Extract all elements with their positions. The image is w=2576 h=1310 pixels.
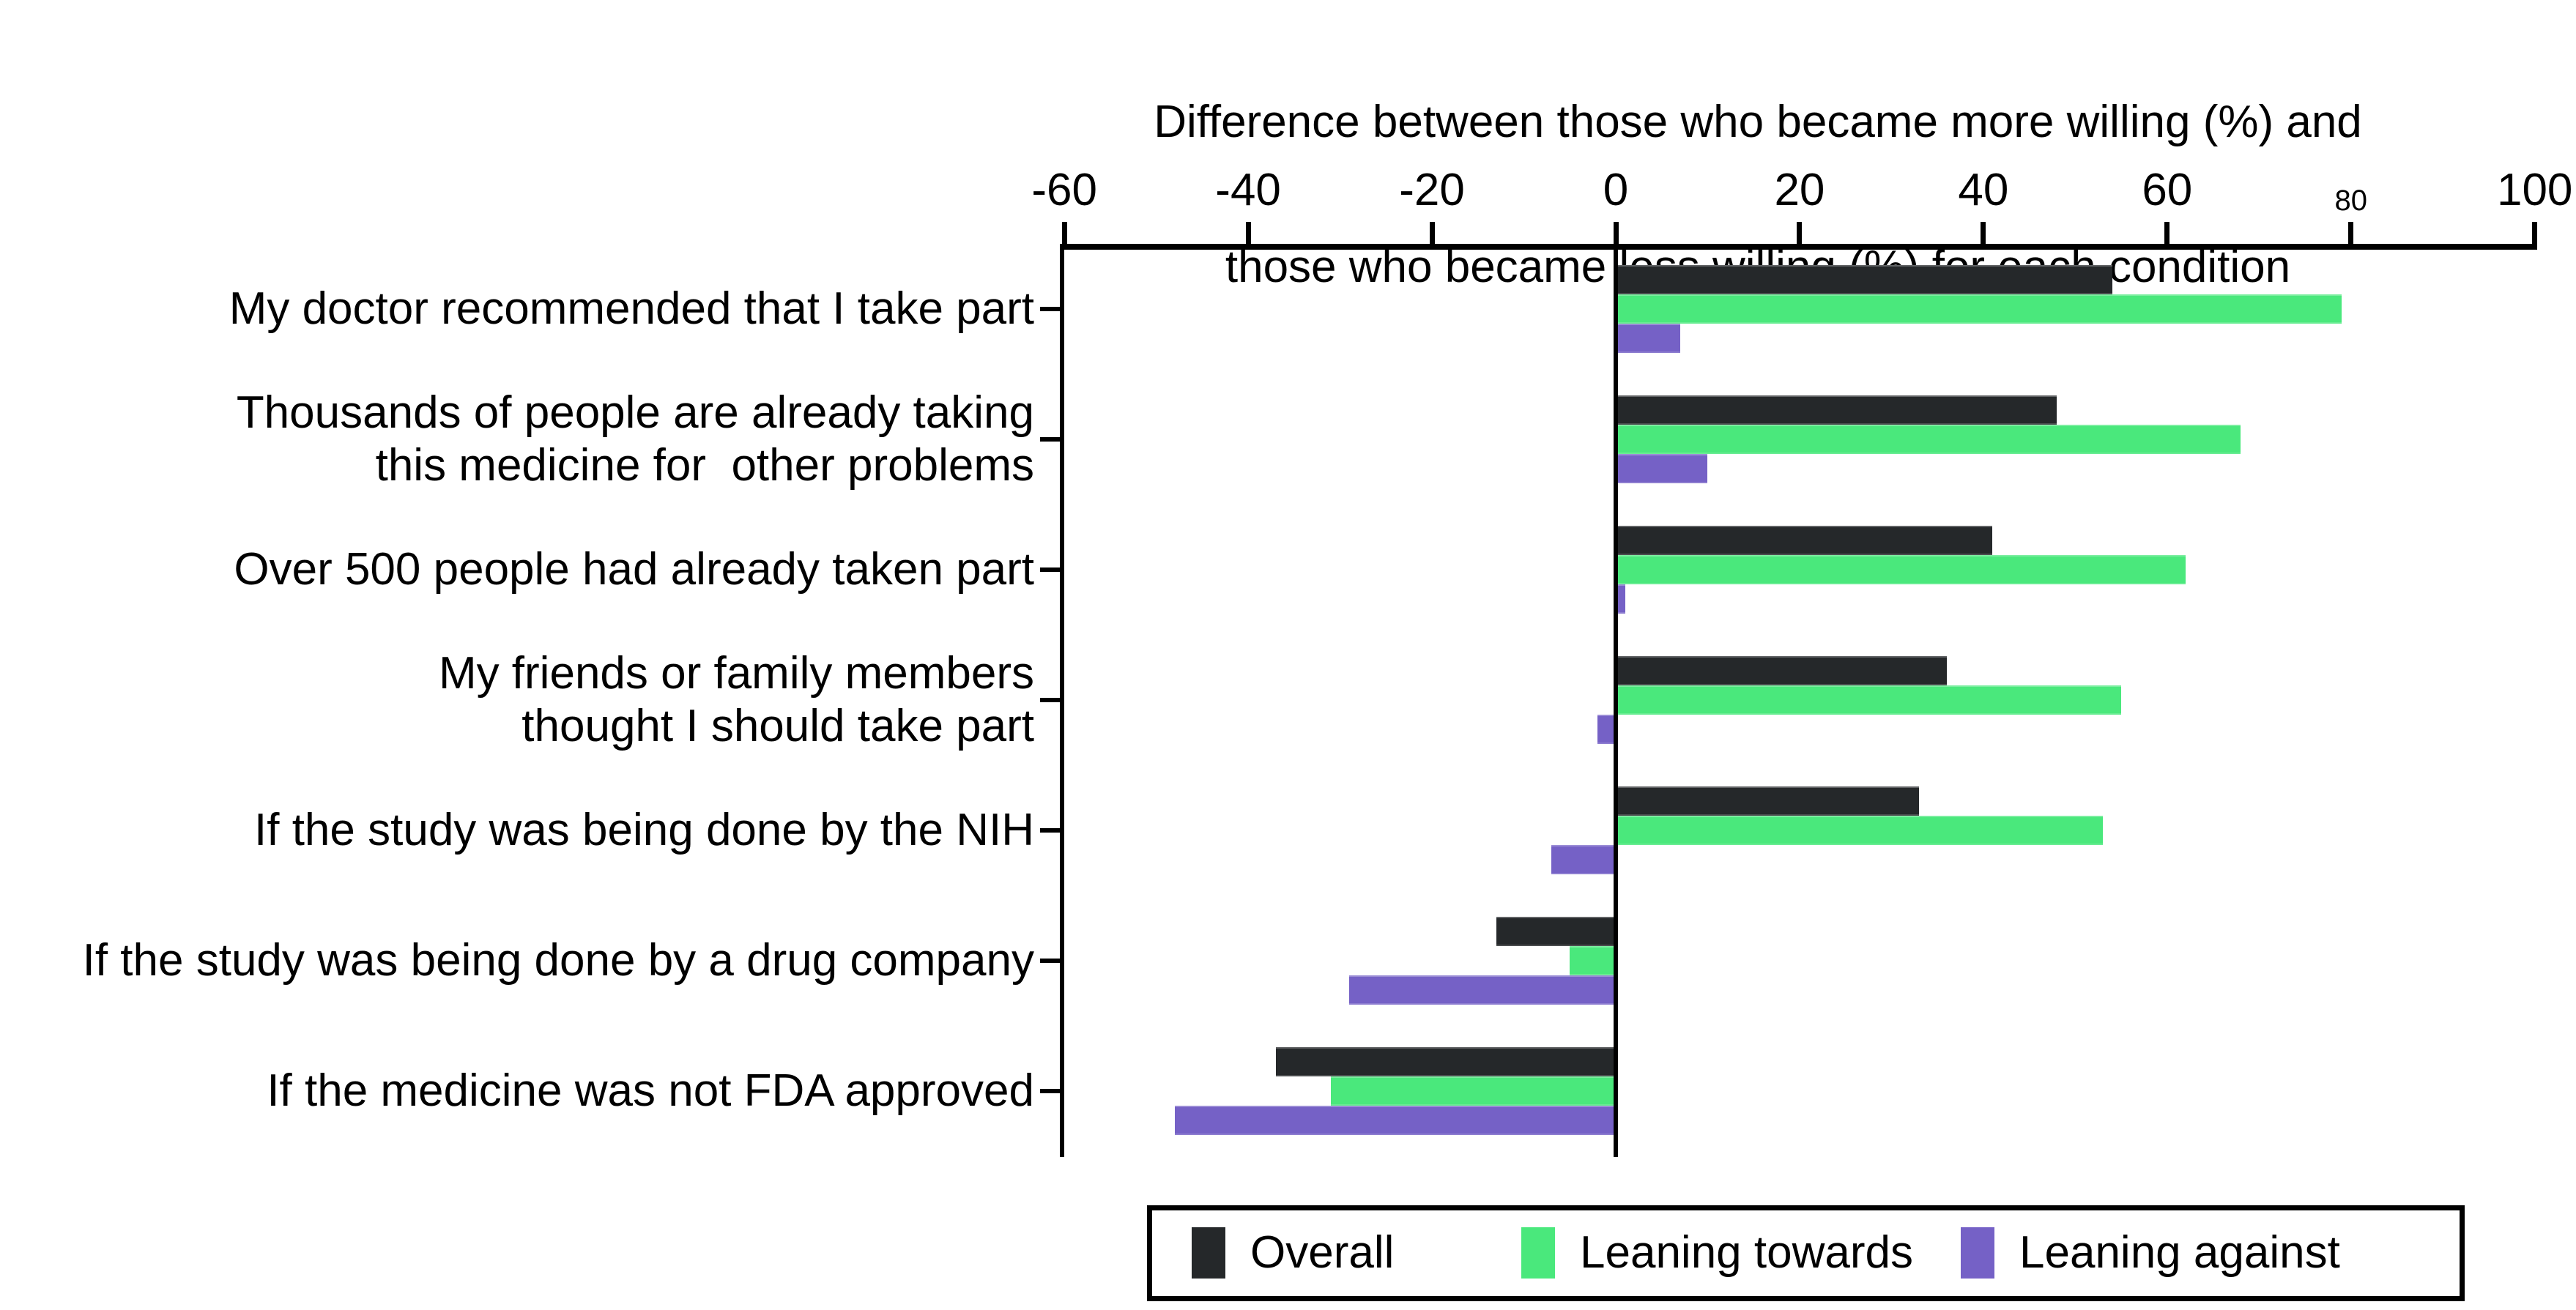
category-label: Thousands of people are already taking th…: [0, 387, 1034, 492]
category-label-line: If the study was being done by the NIH: [254, 805, 1034, 855]
legend-label: Leaning against: [2019, 1227, 2340, 1278]
category-label-line: Thousands of people are already taking: [236, 387, 1034, 438]
x-axis-tick-label: 60: [2142, 165, 2193, 215]
legend-swatch-leaning-towards: [1521, 1227, 1555, 1279]
bar-leaning-against: [1616, 454, 1708, 483]
category-tick: [1040, 828, 1062, 833]
category-label: My doctor recommended that I take part: [0, 283, 1034, 335]
category-label: If the medicine was not FDA approved: [0, 1065, 1034, 1117]
category-tick: [1040, 1089, 1062, 1093]
bar-overall: [1616, 656, 1947, 685]
x-axis-tick-label: 40: [1958, 165, 2009, 215]
bar-leaning-towards: [1570, 946, 1616, 975]
category-tick: [1040, 437, 1062, 442]
x-axis-tick-label: 80: [2334, 185, 2368, 217]
category-label-line: If the study was being done by a drug co…: [82, 935, 1034, 986]
legend-label: Overall: [1250, 1227, 1395, 1278]
bar-leaning-towards: [1616, 294, 2342, 324]
x-axis-tick-label: -40: [1215, 165, 1281, 215]
x-axis-tick: [2532, 222, 2538, 244]
legend: Overall Leaning towards Leaning against: [1147, 1205, 2465, 1301]
zero-line: [1614, 244, 1618, 1157]
category-label: Over 500 people had already taken part: [0, 543, 1034, 596]
x-axis-tick: [2164, 222, 2170, 244]
category-label-line: this medicine for other problems: [375, 440, 1034, 491]
x-axis-tick: [1797, 222, 1803, 244]
x-axis-line: [1060, 244, 2537, 250]
x-axis-tick-label: 100: [2496, 165, 2573, 215]
bar-leaning-towards: [1616, 685, 2122, 715]
chart-title-line1: Difference between those who became more…: [1154, 97, 2362, 147]
bar-leaning-towards: [1331, 1076, 1616, 1106]
x-axis-tick: [1981, 222, 1986, 244]
x-axis-tick: [1429, 222, 1435, 244]
category-tick: [1040, 698, 1062, 702]
category-label-line: Over 500 people had already taken part: [234, 544, 1034, 595]
category-label: If the study was being done by a drug co…: [0, 934, 1034, 987]
bar-leaning-towards: [1616, 425, 2241, 454]
category-label: If the study was being done by the NIH: [0, 804, 1034, 857]
legend-label: Leaning towards: [1580, 1227, 1913, 1278]
bar-overall: [1616, 786, 1920, 816]
bar-leaning-against: [1616, 584, 1625, 614]
x-axis-tick-label: -20: [1399, 165, 1465, 215]
category-tick: [1040, 307, 1062, 311]
bar-overall: [1275, 1047, 1616, 1076]
bar-leaning-against: [1551, 845, 1616, 874]
bar-leaning-towards: [1616, 816, 2103, 845]
bar-leaning-against: [1349, 975, 1616, 1005]
category-tick: [1040, 959, 1062, 963]
x-axis-tick-label: 0: [1603, 165, 1629, 215]
legend-swatch-leaning-against: [1961, 1227, 1994, 1279]
x-axis-tick-label: -60: [1031, 165, 1097, 215]
bar-overall: [1616, 395, 2057, 425]
bar-overall: [1616, 526, 1993, 555]
y-axis-line: [1060, 244, 1064, 1157]
x-axis-tick: [2348, 222, 2354, 244]
category-label: My friends or family members thought I sh…: [0, 647, 1034, 753]
bar-leaning-against: [1597, 715, 1616, 744]
x-axis-tick: [1613, 222, 1619, 244]
legend-swatch-overall: [1192, 1227, 1225, 1279]
category-tick: [1040, 567, 1062, 572]
x-axis-tick: [1245, 222, 1251, 244]
x-axis-tick-label: 20: [1774, 165, 1825, 215]
category-label-line: My friends or family members: [438, 648, 1034, 699]
bar-overall: [1496, 917, 1616, 946]
category-label-line: My doctor recommended that I take part: [229, 283, 1034, 334]
bar-leaning-against: [1174, 1106, 1616, 1135]
category-label-line: If the medicine was not FDA approved: [267, 1065, 1034, 1116]
x-axis-tick: [1061, 222, 1067, 244]
bar-leaning-against: [1616, 324, 1680, 353]
bar-overall: [1616, 265, 2112, 294]
bar-leaning-towards: [1616, 555, 2186, 584]
category-label-line: thought I should take part: [521, 701, 1034, 751]
